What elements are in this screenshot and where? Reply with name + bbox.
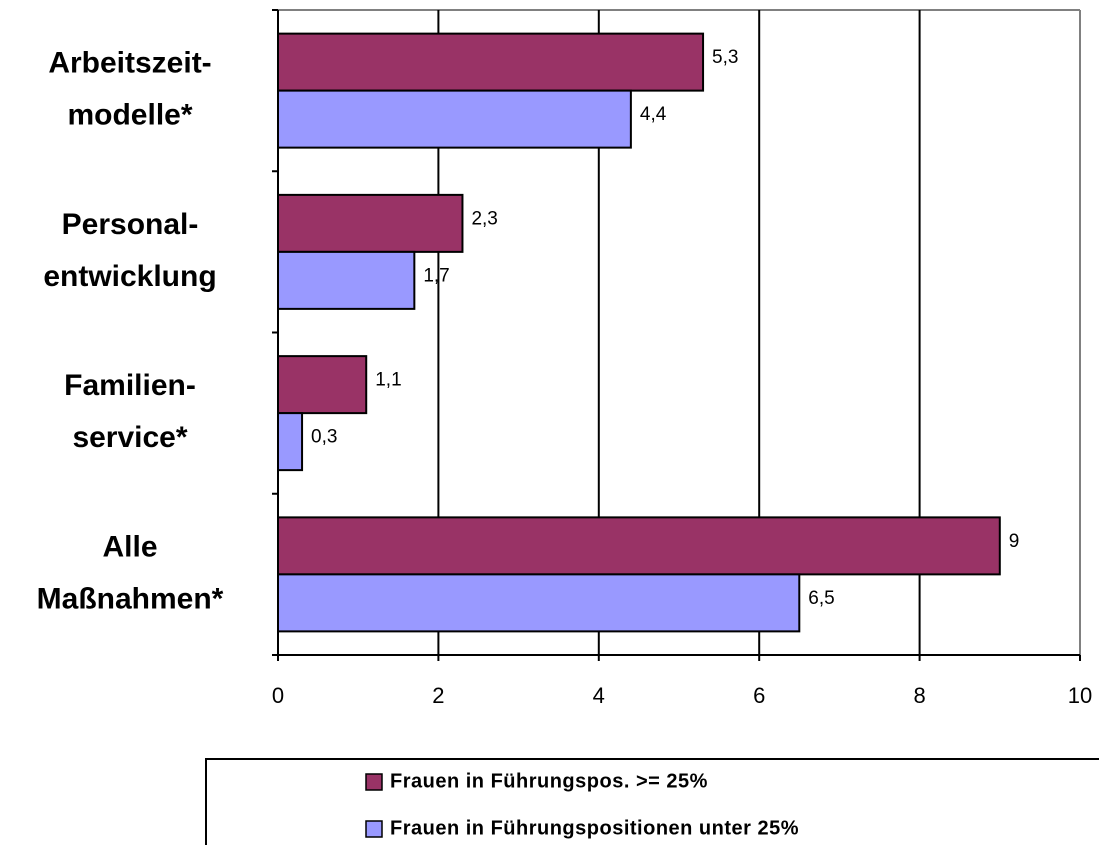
legend-label: Frauen in Führungspos. >= 25% (390, 770, 708, 792)
legend-label: Frauen in Führungspositionen unter 25% (390, 817, 799, 839)
bar (277, 412, 304, 472)
category-label: modelle* (67, 99, 192, 132)
x-tick-label: 0 (272, 683, 284, 708)
value-label: 5,3 (712, 47, 738, 68)
bar (277, 250, 416, 310)
bar (277, 516, 1001, 576)
category-label: Arbeitszeit- (48, 47, 211, 80)
value-label: 4,4 (640, 104, 667, 125)
value-label: 6,5 (808, 588, 834, 609)
value-label: 1,1 (375, 370, 401, 391)
value-label: 1,7 (423, 265, 449, 286)
bar (277, 355, 368, 415)
value-label: 9 (1009, 531, 1020, 552)
value-label: 0,3 (311, 427, 337, 448)
category-label: service* (72, 421, 187, 454)
x-tick-label: 6 (753, 683, 765, 708)
x-tick-label: 2 (432, 683, 444, 708)
category-label: entwicklung (43, 260, 216, 293)
bar (277, 89, 632, 149)
bar (277, 193, 464, 253)
x-tick-label: 4 (593, 683, 605, 708)
category-label: Alle (102, 530, 157, 563)
category-label: Familien- (64, 369, 196, 402)
legend-swatch (365, 773, 383, 791)
bar (277, 32, 705, 92)
x-tick-label: 10 (1068, 683, 1092, 708)
category-label: Personal- (62, 208, 199, 241)
x-tick-label: 8 (913, 683, 925, 708)
legend-box (205, 758, 1099, 845)
category-label: Maßnahmen* (37, 582, 224, 615)
legend-swatch (365, 820, 383, 838)
bar (277, 573, 801, 633)
value-label: 2,3 (471, 208, 497, 229)
